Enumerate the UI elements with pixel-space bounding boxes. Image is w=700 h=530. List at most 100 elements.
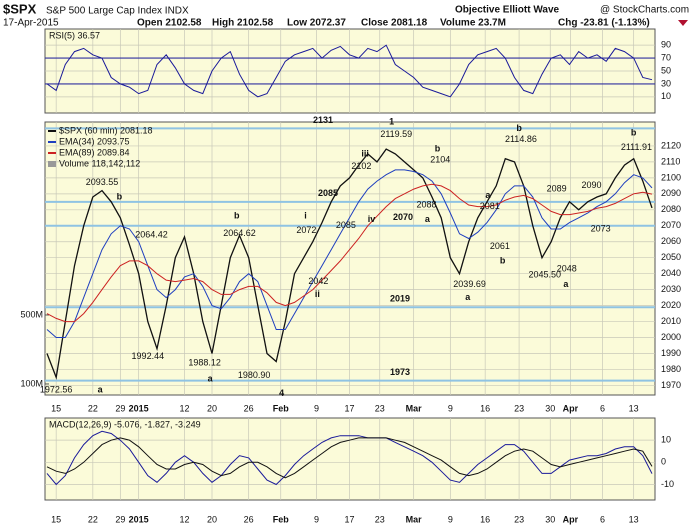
y-tick-label: 2010 (661, 316, 681, 326)
y-tick-label: 2050 (661, 252, 681, 262)
series-line (46, 44, 653, 98)
x-tick-label: 22 (88, 514, 98, 524)
y-tick-label: 2040 (661, 268, 681, 278)
y-tick-label: 2020 (661, 300, 681, 310)
annotation: 2089 (547, 183, 567, 193)
x-tick-label: Mar (406, 514, 423, 524)
volume-tick-label: 100M (20, 378, 43, 388)
annotation: 2085 (336, 220, 356, 230)
x-tick-label: 6 (600, 514, 605, 524)
x-tick-label: 16 (480, 514, 490, 524)
annotation: 2093.55 (86, 177, 119, 187)
annotation: b (234, 211, 240, 221)
legend-entry: EMA(34) 2093.75 (59, 136, 130, 146)
down-arrow (678, 20, 688, 26)
open: Open 2102.58 (137, 18, 202, 29)
legend-entry: EMA(89) 2089.84 (59, 147, 130, 157)
annotation: 2088 (416, 199, 436, 209)
x-tick-label: 23 (375, 403, 385, 413)
annotation: 2064.42 (135, 230, 168, 240)
y-tick-label: 2070 (661, 220, 681, 230)
x-tick-label: 30 (545, 403, 555, 413)
y-tick-label: 1980 (661, 364, 681, 374)
legend-swatch (48, 161, 56, 167)
annotation: 2042 (308, 276, 328, 286)
legend-swatch (48, 130, 56, 132)
annotation: 2090 (581, 180, 601, 190)
annotation: 2119.59 (380, 129, 412, 139)
x-tick-label: 9 (448, 514, 453, 524)
x-tick-label: 20 (207, 403, 217, 413)
annotation: 4 (279, 388, 284, 398)
panel (44, 121, 656, 396)
publisher: Objective Elliott Wave (455, 5, 560, 16)
series-line (46, 430, 653, 486)
annotation: b (435, 144, 441, 154)
annotation: 2072 (296, 225, 316, 235)
x-tick-label: 13 (629, 403, 639, 413)
level-label: 2019 (390, 294, 410, 304)
legend-entry: Volume 118,142,112 (59, 158, 140, 168)
y-tick-label: 2030 (661, 284, 681, 294)
y-tick-label: 10 (661, 91, 671, 101)
annotation: a (465, 292, 471, 302)
panel-title: RSI(5) 36.57 (49, 30, 100, 40)
annotation: a (425, 214, 431, 224)
annotation: i (304, 211, 307, 221)
x-tick-label: 15 (51, 514, 61, 524)
y-tick-label: 1990 (661, 348, 681, 358)
level-label: 2085 (318, 188, 338, 198)
x-tick-label: Apr (563, 514, 579, 524)
annotation: 2104 (430, 155, 450, 165)
x-tick-label: 2015 (129, 514, 149, 524)
x-tick-label: 9 (314, 403, 319, 413)
symbol: $SPX (3, 1, 37, 16)
annotation: 1 (389, 116, 394, 126)
low: Low 2072.37 (287, 18, 346, 29)
x-tick-label: Feb (273, 514, 290, 524)
x-tick-label: 23 (375, 514, 385, 524)
x-tick-label: 9 (314, 514, 319, 524)
x-tick-label: 29 (115, 403, 125, 413)
panel-title: MACD(12,26,9) -5.076, -1.827, -3.249 (49, 419, 201, 429)
y-tick-label: 10 (661, 435, 671, 445)
x-tick-label: 20 (207, 514, 217, 524)
legend-entry: $SPX (60 min) 2081.18 (59, 125, 153, 135)
annotation: 2045.50 (528, 270, 561, 280)
volume-tick-label: 500M (20, 309, 43, 319)
annotation: 1992.44 (132, 351, 165, 361)
annotation: 2102 (351, 161, 371, 171)
annotation: a (485, 190, 491, 200)
annotation: 2061 (490, 241, 510, 251)
x-tick-label: 16 (480, 403, 490, 413)
x-tick-label: 17 (344, 403, 354, 413)
close: Close 2081.18 (361, 18, 428, 29)
x-tick-label: 12 (179, 514, 189, 524)
annotation: iv (368, 214, 376, 224)
annotation: 2048 (557, 263, 577, 273)
level-label: 2131 (313, 115, 333, 125)
x-tick-label: 23 (514, 514, 524, 524)
y-tick-label: 1970 (661, 380, 681, 390)
annotation: a (98, 385, 104, 395)
annotation: b (117, 191, 123, 201)
annotation: 1988.12 (188, 357, 221, 367)
annotation: iii (361, 148, 369, 158)
x-tick-label: 6 (600, 403, 605, 413)
annotation: 1972.56 (40, 385, 73, 395)
x-tick-label: 29 (115, 514, 125, 524)
volume: Volume 23.7M (440, 18, 506, 29)
annotation: ii (315, 289, 320, 299)
y-tick-label: 70 (661, 52, 671, 62)
y-tick-label: 2110 (661, 156, 680, 166)
x-tick-label: 2015 (129, 403, 149, 413)
x-tick-label: Mar (406, 403, 423, 413)
annotation: 2081 (480, 201, 500, 211)
legend-swatch (48, 152, 56, 154)
annotation: 2111.91 (621, 142, 652, 152)
x-tick-label: 26 (244, 514, 254, 524)
x-tick-label: Feb (273, 403, 290, 413)
annotation: 2073 (591, 223, 611, 233)
x-tick-label: 17 (344, 514, 354, 524)
x-tick-label: 9 (448, 403, 453, 413)
